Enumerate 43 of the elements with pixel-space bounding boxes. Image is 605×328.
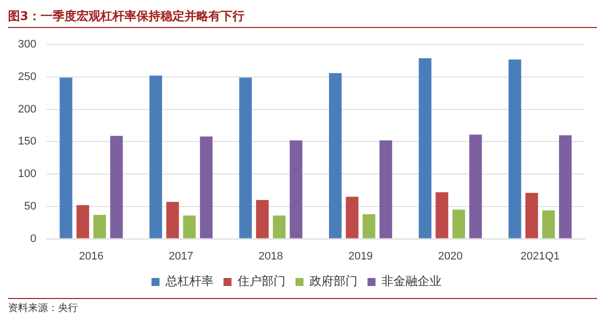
bar	[452, 210, 466, 238]
bar	[183, 215, 196, 238]
x-tick-label: 2017	[168, 250, 194, 262]
y-tick-label: 50	[24, 200, 36, 212]
y-tick-label: 200	[18, 103, 36, 116]
y-tick-label: 150	[18, 136, 36, 148]
bar	[60, 78, 72, 238]
y-tick-label: 0	[30, 232, 36, 245]
bar	[418, 58, 432, 238]
bar	[272, 215, 286, 238]
x-tick-label: 2020	[438, 250, 463, 262]
x-tick-label: 2016	[79, 250, 104, 262]
x-tick-label: 2019	[348, 250, 373, 262]
bar	[93, 214, 106, 238]
bar	[76, 205, 90, 238]
x-tick-label: 2021Q1	[520, 250, 560, 262]
bar	[166, 202, 179, 238]
bar	[239, 78, 252, 238]
y-tick-label: 250	[18, 71, 36, 83]
bar	[380, 140, 392, 238]
bar	[110, 136, 123, 238]
bar	[290, 140, 302, 238]
x-tick-label: 2018	[258, 250, 284, 262]
bar	[362, 214, 376, 238]
bar	[256, 200, 269, 238]
legend-label: 政府部门	[310, 274, 358, 288]
bar	[346, 196, 358, 238]
chart-title: 图3：一季度宏观杠杆率保持稳定并略有下行	[8, 8, 597, 28]
bar	[469, 134, 482, 238]
legend-label: 总杠杆率	[164, 274, 214, 288]
bar	[542, 210, 555, 238]
text: 资料来源：央行	[8, 298, 597, 315]
bar	[200, 136, 213, 238]
bar	[525, 192, 538, 238]
bar	[329, 73, 342, 238]
bar	[149, 76, 162, 238]
bar	[559, 135, 572, 238]
y-tick-label: 300	[18, 38, 36, 51]
bar	[436, 192, 448, 238]
bar	[508, 59, 522, 238]
y-tick-label: 100	[18, 168, 36, 180]
legend-label: 住户部门	[236, 274, 286, 288]
legend-label: 非金融企业	[382, 274, 442, 288]
